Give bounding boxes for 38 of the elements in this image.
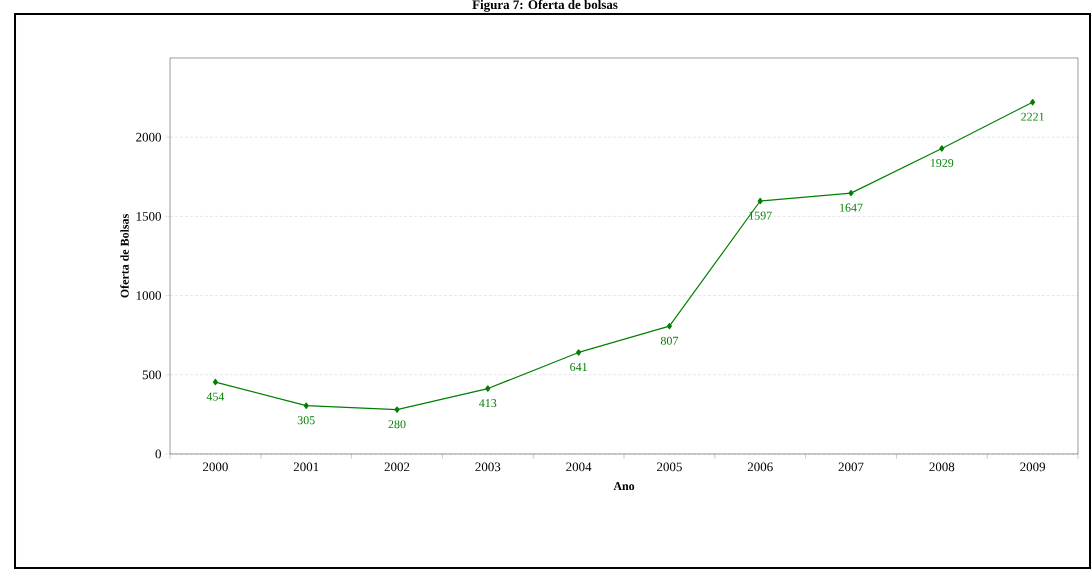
x-tick-label: 2004 <box>566 462 592 472</box>
point <box>848 189 854 197</box>
point <box>666 322 672 330</box>
y-tick-label: 2000 <box>136 132 161 142</box>
data-label: 2221 <box>1021 112 1044 121</box>
data-label: 413 <box>479 399 497 408</box>
x-tick-label: 2005 <box>657 462 682 472</box>
point <box>485 385 491 392</box>
point <box>1030 98 1036 106</box>
point <box>757 197 763 205</box>
data-label: 641 <box>570 362 587 371</box>
x-tick-label: 2000 <box>203 462 228 472</box>
x-tick-label: 2006 <box>747 462 773 472</box>
x-tick-label: 2002 <box>384 462 410 472</box>
data-label: 807 <box>660 336 679 345</box>
x-tick-label: 2007 <box>838 462 864 472</box>
point <box>394 406 400 413</box>
x-tick-label: 2008 <box>929 462 955 472</box>
data-label: 280 <box>388 420 406 429</box>
y-tick-label: 1500 <box>136 212 161 221</box>
x-tick-label: 2001 <box>293 462 319 472</box>
y-axis-title: Oferta de Bolsas <box>120 214 129 298</box>
x-axis-title: Ano <box>613 482 635 491</box>
y-tick-label: 0 <box>155 449 161 459</box>
point <box>303 402 309 409</box>
data-label: 1929 <box>930 158 954 167</box>
data-label: 305 <box>297 416 315 425</box>
y-tick-label: 1000 <box>136 291 161 300</box>
point <box>939 145 945 152</box>
data-label: 1647 <box>840 203 863 212</box>
data-label: 454 <box>206 392 225 401</box>
data-label: 1597 <box>749 211 772 220</box>
point <box>212 378 218 386</box>
x-tick-label: 2003 <box>475 462 501 472</box>
chart-title: Figura 7: Oferta de bolsas <box>472 0 618 12</box>
y-tick-label: 500 <box>142 370 161 380</box>
point <box>576 349 582 356</box>
x-tick-label: 2009 <box>1020 462 1046 472</box>
